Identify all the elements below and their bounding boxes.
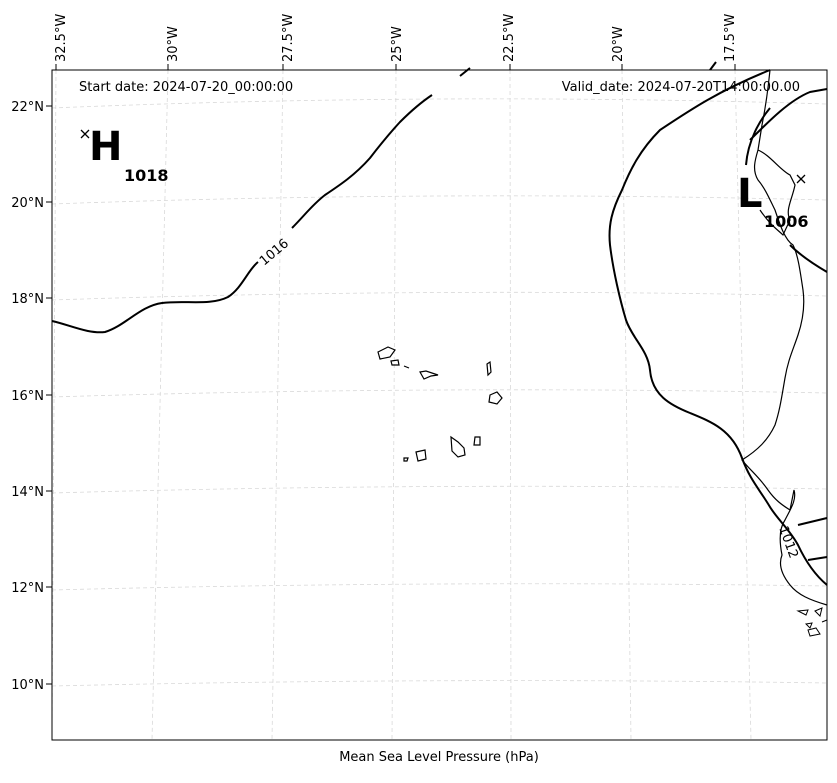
isobar-1016-top [459, 67, 471, 77]
island-santo-antao [377, 346, 396, 360]
map-xlabel: Mean Sea Level Pressure (hPa) [339, 750, 539, 765]
high-center-marker-icon [80, 129, 90, 139]
island-brava [403, 457, 409, 462]
contour-label-1012: 1012 [775, 524, 800, 560]
start-date-label: Start date: 2024-07-20_00:00:00 [79, 80, 293, 95]
lat-axis: 22°N 20°N 18°N 16°N 14°N 12°N 10°N [11, 100, 52, 693]
coastline [741, 69, 828, 606]
lon-tick-label: 32.5°W [54, 14, 69, 62]
island-boa-vista [488, 391, 503, 405]
lon-tick-label: 25°W [390, 26, 405, 62]
lon-tick-label: 20°W [611, 26, 626, 62]
low-center-marker-icon [796, 174, 806, 184]
island-sal [486, 360, 492, 377]
lat-tick-label: 22°N [11, 100, 44, 115]
lat-tick-label: 10°N [11, 678, 44, 693]
isobar-east [745, 88, 828, 166]
isobar-1016-continued [291, 94, 433, 229]
african-peninsula [757, 149, 796, 237]
lat-tick-label: 12°N [11, 581, 44, 596]
low-value: 1006 [764, 212, 809, 231]
low-pressure-center: L 1006 [737, 171, 809, 231]
high-letter: H [89, 124, 122, 170]
island-maio [473, 436, 481, 446]
island-santa-luzia [403, 365, 410, 369]
high-value: 1018 [124, 166, 169, 185]
isobars [51, 61, 828, 586]
contour-label-1016: 1016 [257, 236, 292, 269]
isobar-1016 [51, 261, 259, 334]
lat-tick-label: 20°N [11, 196, 44, 211]
lat-tick-label: 14°N [11, 485, 44, 500]
lat-tick-label: 16°N [11, 389, 44, 404]
cape-verde-islands [377, 346, 503, 462]
bissagos-islands [796, 607, 828, 637]
isobar-east-3 [797, 517, 828, 561]
island-santiago [450, 435, 466, 458]
valid-date-label: Valid_date: 2024-07-20T14:00:00.00 [562, 80, 800, 95]
lat-tick-label: 18°N [11, 292, 44, 307]
map-frame [51, 69, 828, 741]
isobar-1012 [608, 61, 828, 586]
island-sao-nicolau [419, 370, 439, 380]
africa-coast [741, 69, 828, 606]
low-letter: L [737, 171, 763, 217]
lon-axis: 32.5°W 30°W 27.5°W 25°W 22.5°W 20°W 17.5… [54, 14, 738, 70]
lon-tick-label: 17.5°W [723, 14, 738, 62]
island-sao-vicente [390, 359, 400, 366]
lon-tick-label: 22.5°W [502, 14, 517, 62]
island-fogo [415, 449, 427, 462]
graticule [51, 69, 828, 741]
lon-tick-label: 27.5°W [281, 14, 296, 62]
lon-tick-label: 30°W [166, 26, 181, 62]
isobar-east-2 [789, 244, 828, 273]
high-pressure-center: H 1018 [80, 124, 169, 185]
